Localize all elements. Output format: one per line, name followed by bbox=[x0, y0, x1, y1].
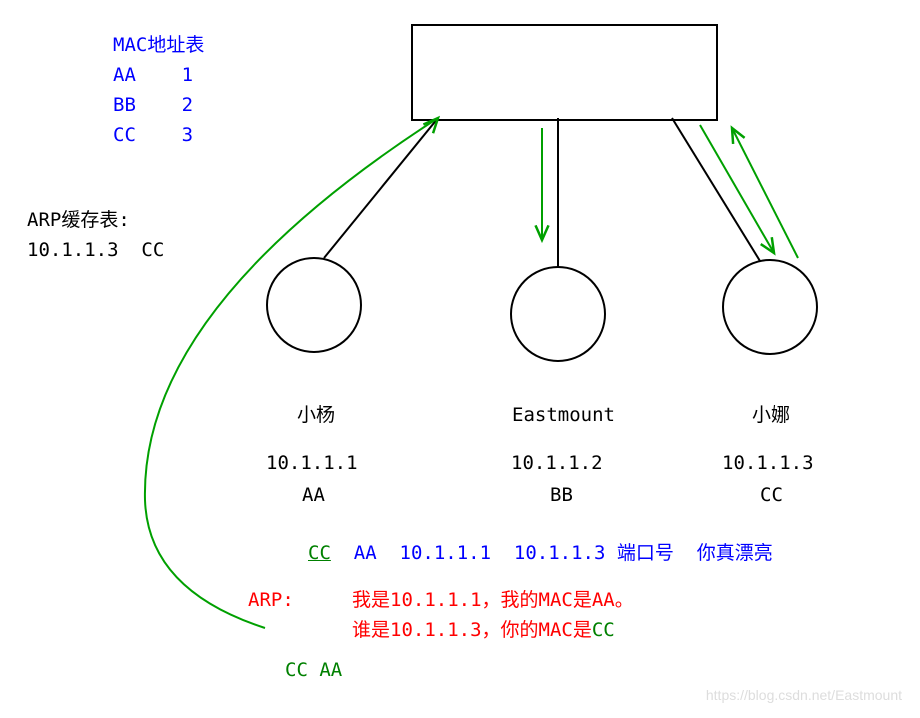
mac-table-row-1: BB 2 bbox=[113, 90, 193, 120]
node-mac-1: BB bbox=[550, 480, 573, 510]
arp-label: ARP: bbox=[248, 585, 294, 615]
node-ip-2: 10.1.1.3 bbox=[722, 448, 814, 478]
bottom-cc-aa: CC AA bbox=[285, 655, 342, 685]
mac-table-row-2: CC 3 bbox=[113, 120, 193, 150]
node-ip-0: 10.1.1.1 bbox=[266, 448, 358, 478]
packet-line: CC AA 10.1.1.1 10.1.1.3 端口号 你真漂亮 bbox=[308, 538, 773, 568]
node-name-1: Eastmount bbox=[512, 400, 615, 430]
arp-cache-entry: 10.1.1.3 CC bbox=[27, 235, 164, 265]
watermark: https://blog.csdn.net/Eastmount bbox=[706, 687, 902, 703]
node-name-0: 小杨 bbox=[297, 400, 335, 430]
node-mac-2: CC bbox=[760, 480, 783, 510]
node-ip-1: 10.1.1.2 bbox=[511, 448, 603, 478]
arp-line-1: 我是10.1.1.1，我的MAC是AA。 bbox=[352, 585, 634, 615]
node-mac-0: AA bbox=[302, 480, 325, 510]
node-name-2: 小娜 bbox=[752, 400, 790, 430]
mac-table-title: MAC地址表 bbox=[113, 30, 204, 60]
arp-line-2: 谁是10.1.1.3，你的MAC是CC bbox=[352, 615, 615, 645]
arp-cache-title: ARP缓存表: bbox=[27, 205, 130, 235]
mac-table-row-0: AA 1 bbox=[113, 60, 193, 90]
